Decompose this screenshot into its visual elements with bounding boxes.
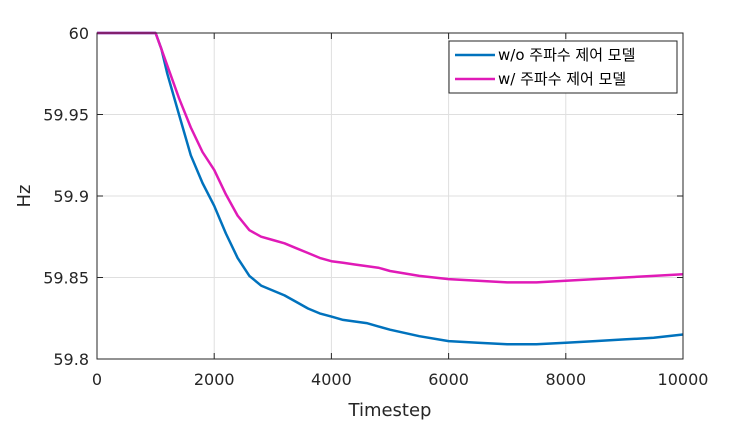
legend-label-with-control: w/ 주파수 제어 모델	[498, 70, 626, 88]
series-lines	[97, 31, 684, 346]
x-tick-labels: 0 2000 4000 6000 8000 10000	[92, 370, 709, 389]
y-tick-label: 60	[69, 24, 89, 43]
legend: w/o 주파수 제어 모델 w/ 주파수 제어 모델	[448, 40, 678, 94]
legend-box	[448, 40, 678, 94]
y-axis-label: Hz	[14, 185, 35, 208]
legend-label-without-control: w/o 주파수 제어 모델	[498, 46, 635, 64]
x-tick-label: 2000	[194, 370, 235, 389]
x-tick-label: 10000	[658, 370, 709, 389]
x-tick-label: 4000	[311, 370, 352, 389]
y-tick-label: 59.9	[53, 187, 89, 206]
x-tick-label: 6000	[428, 370, 469, 389]
series-line-with-control	[97, 31, 684, 284]
series-line-without-control	[97, 31, 684, 346]
y-tick-label: 59.95	[43, 106, 89, 125]
x-tick-label: 8000	[545, 370, 586, 389]
axis-ticks	[96, 32, 684, 360]
y-tick-label: 59.85	[43, 269, 89, 288]
x-tick-label: 0	[92, 370, 102, 389]
y-tick-label: 59.8	[53, 350, 89, 369]
y-tick-labels: 59.8 59.85 59.9 59.95 60	[43, 24, 89, 369]
x-axis-label: Timestep	[348, 400, 432, 421]
